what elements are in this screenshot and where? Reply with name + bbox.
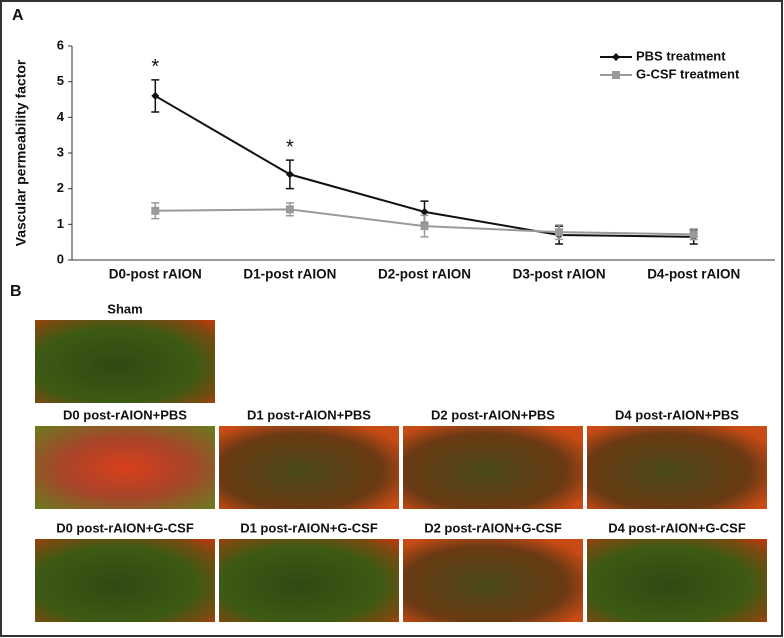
panel-label: B bbox=[10, 283, 22, 300]
image-label: D0 post-rAION+PBS bbox=[63, 407, 187, 422]
legend-label: PBS treatment bbox=[636, 48, 726, 63]
image-label: D0 post-rAION+G-CSF bbox=[56, 520, 194, 535]
image-label: D2 post-rAION+PBS bbox=[431, 407, 555, 422]
micrograph bbox=[403, 539, 583, 622]
micrograph bbox=[35, 320, 215, 403]
legend-marker bbox=[612, 53, 620, 61]
marker bbox=[555, 228, 564, 237]
marker bbox=[285, 205, 294, 214]
y-tick-label: 0 bbox=[57, 251, 64, 266]
annotation: * bbox=[151, 56, 159, 78]
legend-marker bbox=[612, 71, 620, 79]
marker bbox=[151, 91, 160, 100]
y-tick-label: 3 bbox=[57, 144, 64, 159]
y-tick-label: 5 bbox=[57, 73, 64, 88]
marker bbox=[285, 170, 294, 179]
image-label: D4 post-rAION+G-CSF bbox=[608, 520, 746, 535]
image-label: D1 post-rAION+PBS bbox=[247, 407, 371, 422]
marker bbox=[420, 207, 429, 216]
x-tick-label: D2-post rAION bbox=[378, 267, 471, 282]
y-tick-label: 4 bbox=[57, 109, 65, 124]
y-tick-label: 2 bbox=[57, 180, 64, 195]
marker bbox=[689, 230, 698, 239]
x-tick-label: D0-post rAION bbox=[109, 267, 202, 282]
image-label: Sham bbox=[107, 301, 142, 316]
micrograph bbox=[587, 426, 767, 509]
image-label: D1 post-rAION+G-CSF bbox=[240, 520, 378, 535]
image-label: D2 post-rAION+G-CSF bbox=[424, 520, 562, 535]
micrograph bbox=[219, 539, 399, 622]
legend-label: G-CSF treatment bbox=[636, 66, 740, 81]
micrograph bbox=[35, 426, 215, 509]
y-tick-label: 6 bbox=[57, 37, 64, 52]
x-tick-label: D1-post rAION bbox=[243, 267, 336, 282]
x-tick-label: D4-post rAION bbox=[647, 267, 740, 282]
annotation: * bbox=[286, 136, 294, 158]
micrograph bbox=[35, 539, 215, 622]
marker bbox=[420, 222, 429, 231]
micrograph bbox=[219, 426, 399, 509]
micrograph bbox=[587, 539, 767, 622]
y-axis-label: Vascular permeability factor bbox=[13, 59, 29, 246]
image-label: D4 post-rAION+PBS bbox=[615, 407, 739, 422]
panel-label: A bbox=[12, 7, 24, 24]
y-tick-label: 1 bbox=[57, 216, 64, 231]
micrograph bbox=[403, 426, 583, 509]
marker bbox=[151, 206, 160, 215]
x-tick-label: D3-post rAION bbox=[513, 267, 606, 282]
